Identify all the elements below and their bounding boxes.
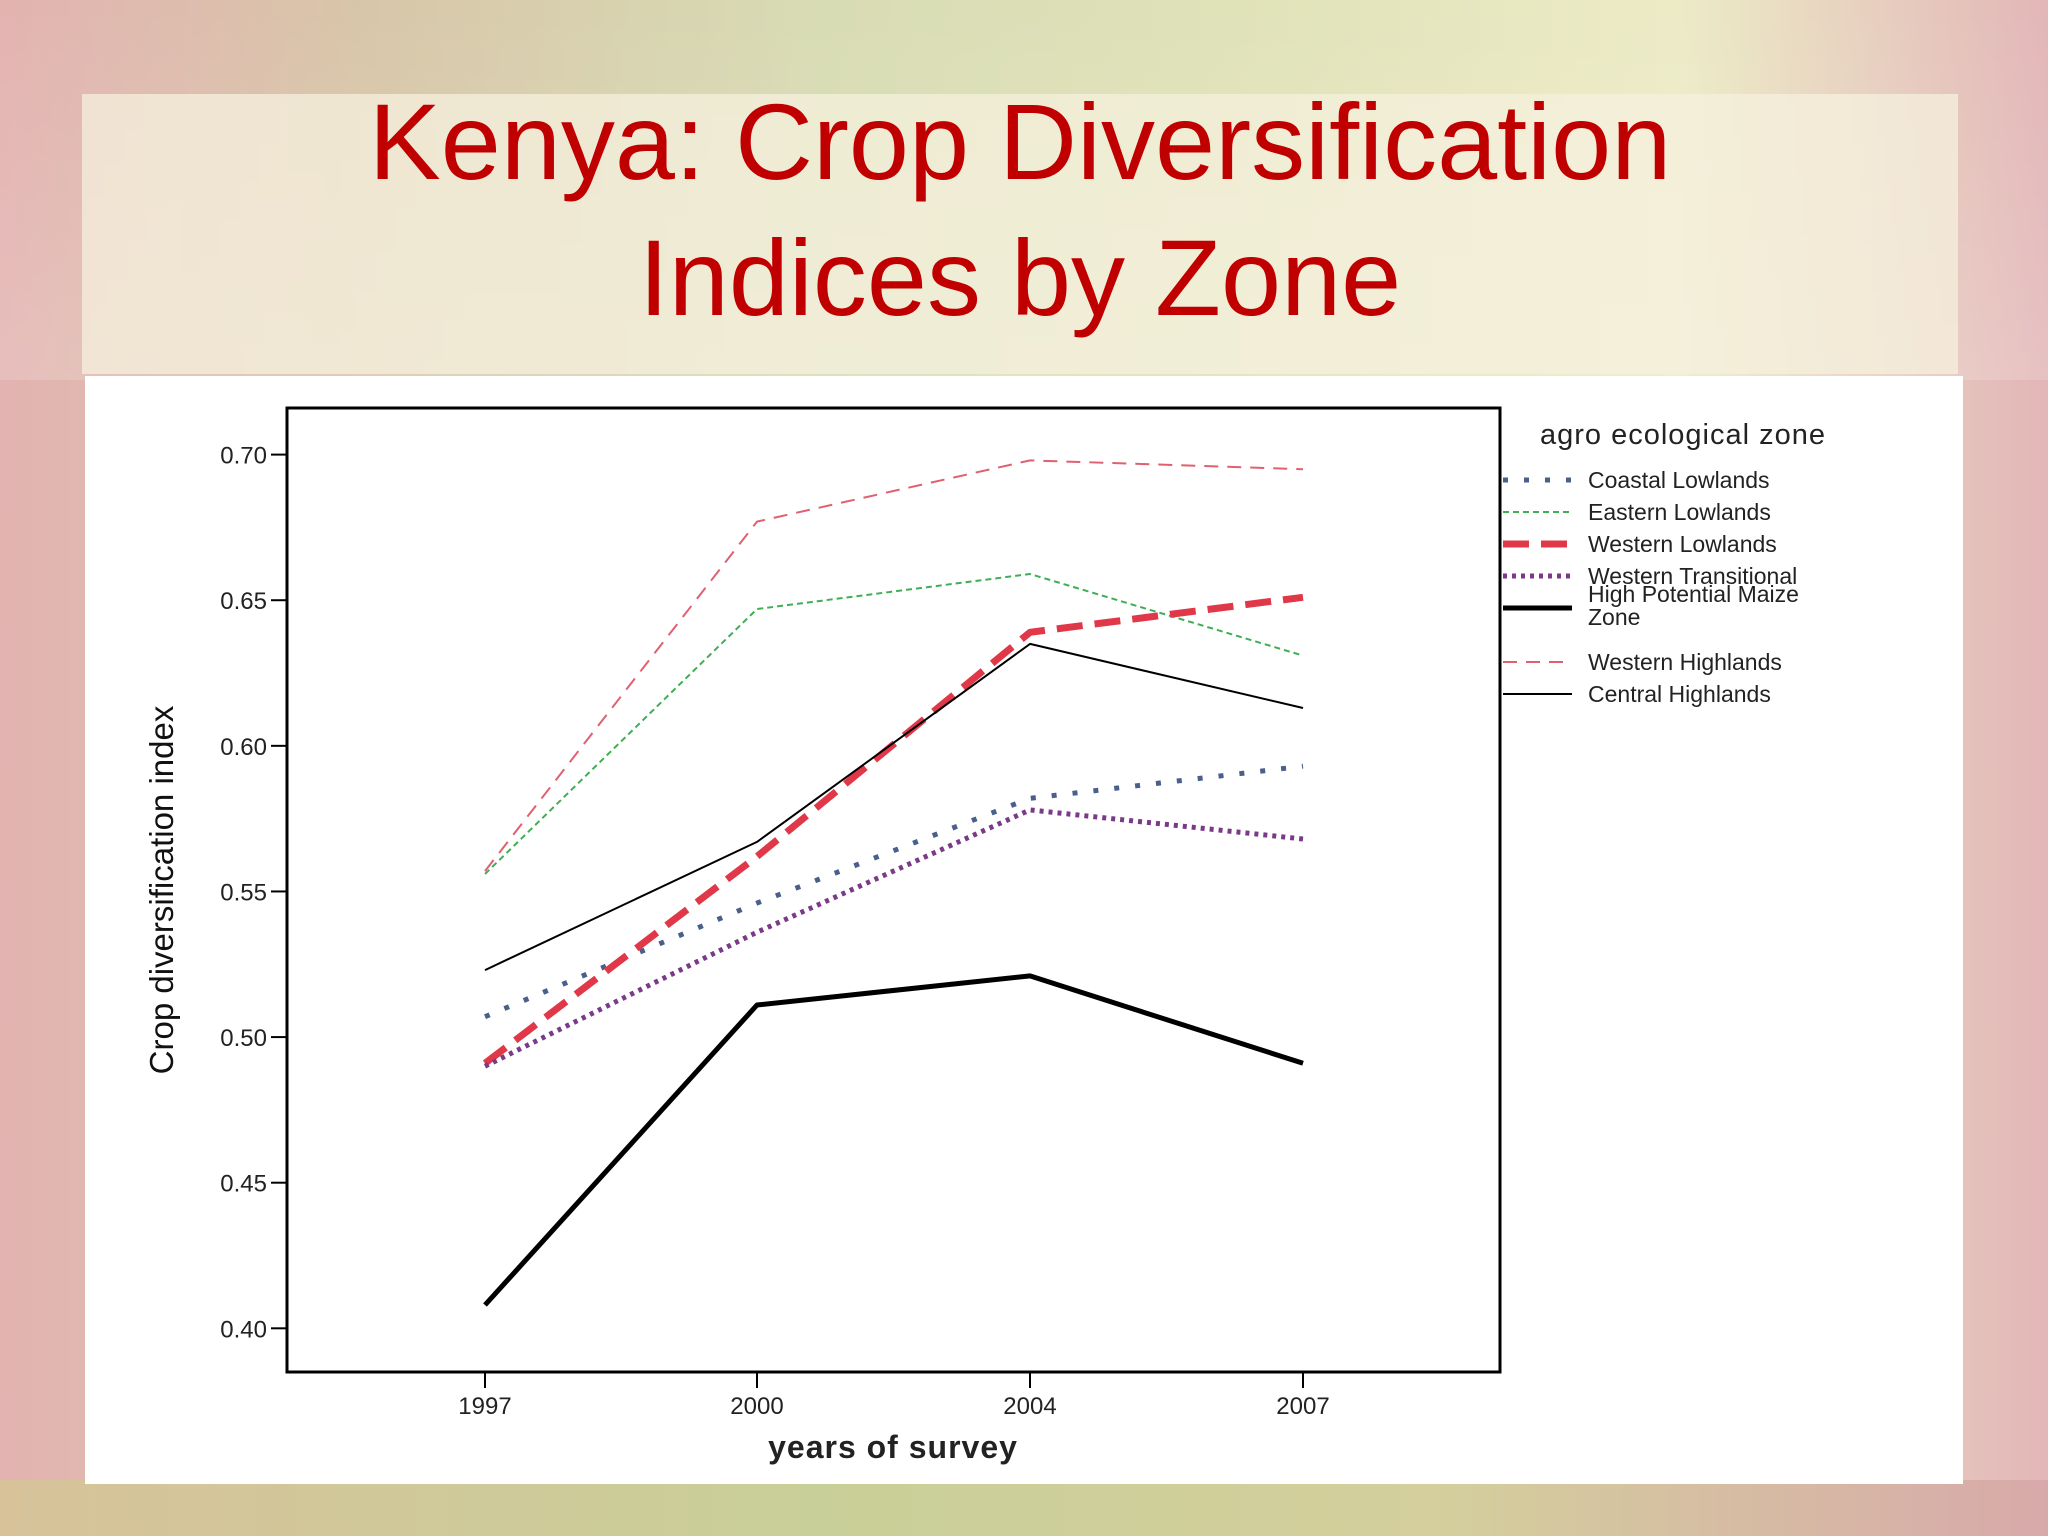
y-tick-label: 0.55 [220,879,267,906]
title-panel [82,94,1958,374]
series-central-highlands [484,642,1304,972]
slide-title-line-1: Kenya: Crop Diversification [368,81,1672,202]
legend-label: Western Highlands [1588,649,1782,675]
legend-label: Central Highlands [1588,681,1771,707]
series-line [484,642,1304,972]
y-tick-label: 0.60 [220,734,267,761]
series-line [483,973,1304,1307]
y-tick-label: 0.45 [220,1171,267,1198]
x-axis: 1997 2000 2004 2007 [458,1372,1330,1420]
series-line [482,593,1304,1067]
y-axis-label: Crop diversification index [143,705,180,1074]
series-western-lowlands [482,593,1304,1067]
x-tick-label: 2004 [1003,1393,1056,1420]
y-axis: 0.40 0.45 0.50 0.55 0.60 0.65 0.70 [220,443,287,1343]
x-axis-label: years of survey [768,1429,1018,1465]
series-lines [482,459,1304,1307]
legend-label: Coastal Lowlands [1588,467,1770,493]
x-tick-label: 2007 [1276,1393,1329,1420]
y-tick-label: 0.50 [220,1025,267,1052]
plot-frame [285,406,1502,1374]
series-high-potential-maize-zone [483,973,1304,1307]
background-bottom-band [0,1480,2048,1536]
line-chart: 0.40 0.45 0.50 0.55 0.60 0.65 0.70 1997 2000 200… [143,406,1826,1465]
legend: Coastal Lowlands Eastern Lowlands Western … [1503,467,1799,707]
series-line [483,807,1304,1069]
y-tick-label: 0.70 [220,443,267,470]
legend-label: Eastern Lowlands [1588,499,1771,525]
series-western-transitional [483,807,1304,1069]
legend-label: Western Transitional [1588,563,1797,589]
slide-title-line-2: Indices by Zone [638,217,1402,338]
series-eastern-lowlands [484,573,1304,875]
legend-title: agro ecological zone [1540,419,1826,451]
slide-title: Kenya: Crop Diversification Indices by Z… [82,74,1958,346]
y-tick-label: 0.65 [220,588,267,615]
chart-panel: 0.40 0.45 0.50 0.55 0.60 0.65 0.70 1997 2000 200… [85,376,1963,1484]
series-coastal-lowlands [484,763,1304,1020]
x-tick-label: 1997 [458,1393,511,1420]
legend-label: Western Lowlands [1588,531,1777,557]
series-line [484,763,1304,1020]
series-line [484,573,1304,875]
series-western-highlands [484,459,1304,872]
series-line [484,459,1304,872]
y-tick-label: 0.40 [220,1316,267,1343]
legend-label: High Potential Maize Zone [1588,581,1799,630]
x-tick-label: 2000 [730,1393,783,1420]
